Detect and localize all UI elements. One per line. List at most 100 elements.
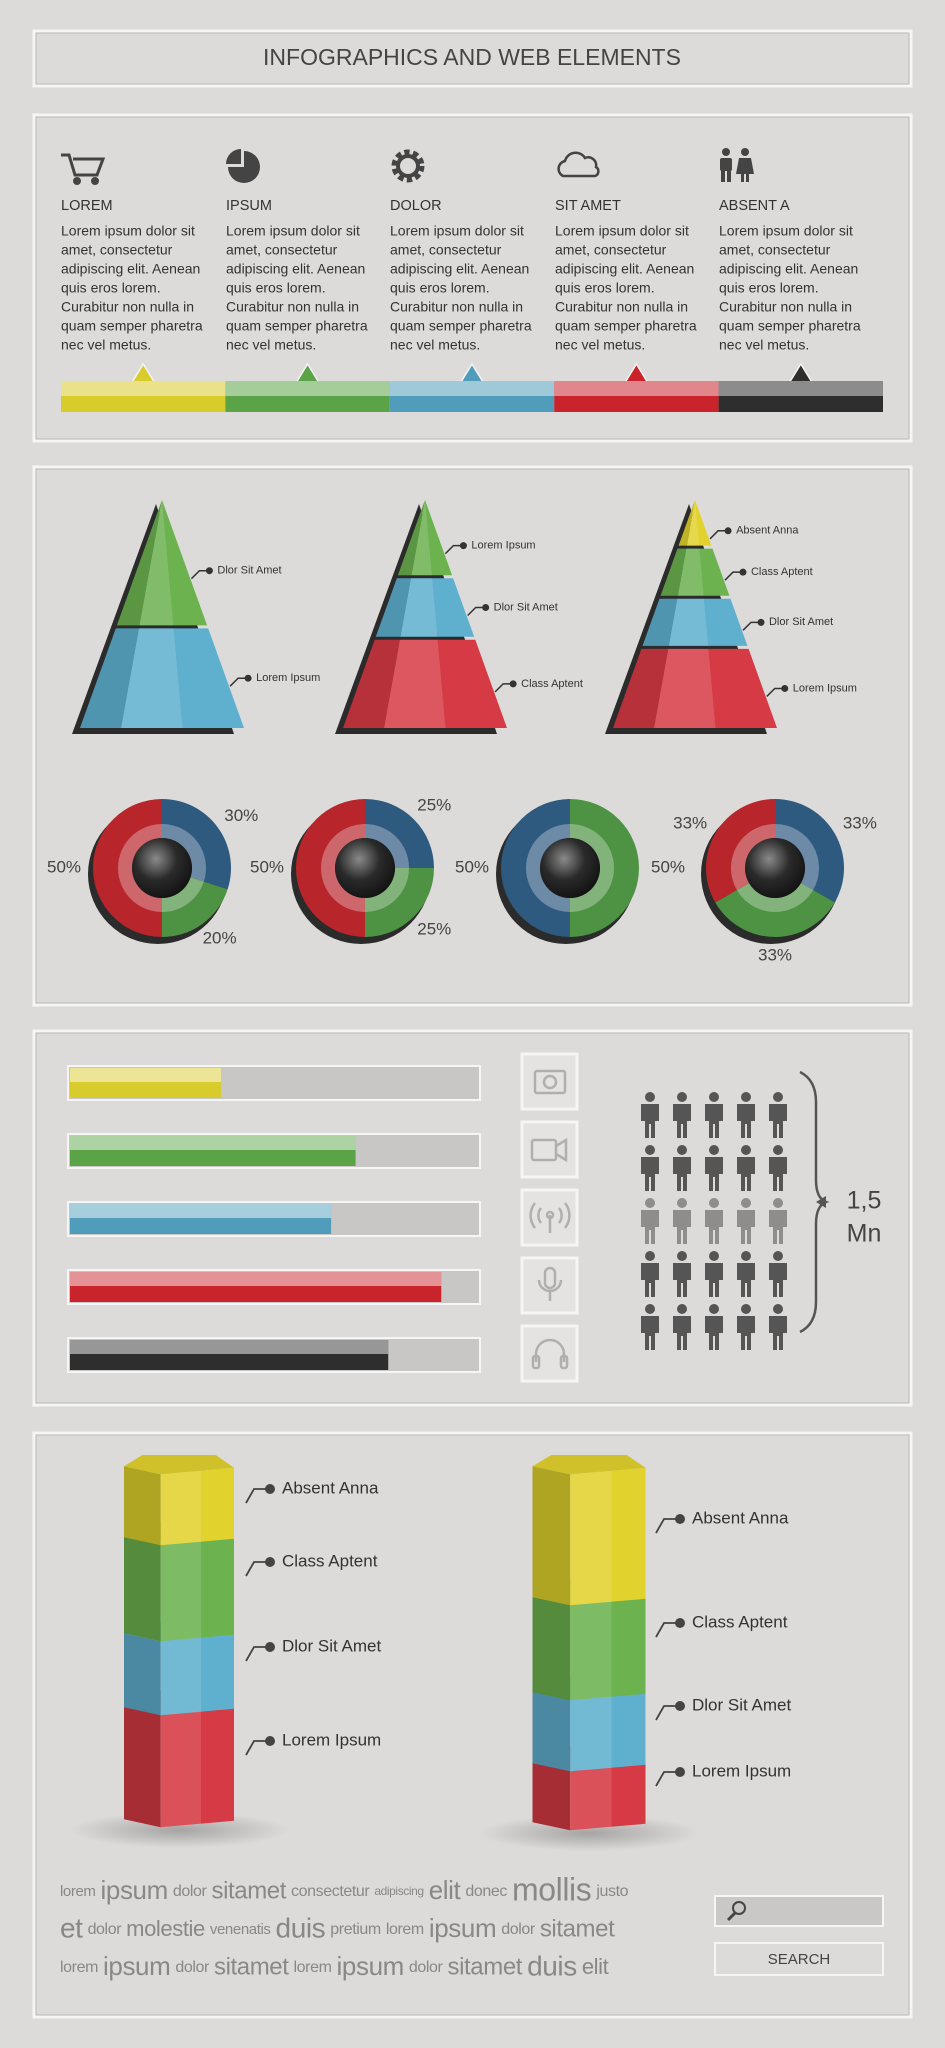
leader-dot bbox=[244, 674, 252, 682]
panels-part bbox=[35, 116, 910, 440]
donut-segment-glow bbox=[365, 824, 409, 868]
person-body bbox=[737, 1316, 755, 1350]
person-body bbox=[641, 1104, 659, 1138]
person-body bbox=[769, 1316, 787, 1350]
donut-segment-glow bbox=[731, 824, 775, 890]
person-head bbox=[645, 1304, 655, 1314]
leader-dot bbox=[675, 1767, 685, 1777]
pyramid-side bbox=[613, 648, 669, 728]
person-head bbox=[677, 1198, 687, 1208]
icon-boxes-part bbox=[542, 1074, 558, 1090]
column-front-highlight bbox=[160, 1638, 201, 1716]
feature-text: quis eros lorem. bbox=[61, 280, 161, 296]
search-box-part[interactable] bbox=[714, 1895, 884, 1927]
column-top-shade bbox=[532, 1455, 646, 1475]
column-label: Dlor Sit Amet bbox=[282, 1636, 381, 1655]
person-head bbox=[773, 1251, 783, 1261]
pyramid-side bbox=[660, 548, 687, 596]
pyramid-face bbox=[654, 648, 777, 728]
feature-text: quam semper pharetra bbox=[390, 318, 532, 334]
feature-text: Lorem ipsum dolor sit bbox=[719, 223, 853, 239]
leader-dot bbox=[205, 567, 213, 575]
search-box-part[interactable] bbox=[726, 1911, 737, 1922]
icon-boxes-part bbox=[520, 1324, 579, 1383]
column-front-face bbox=[570, 1689, 646, 1772]
feature-text: adipiscing elit. Aenean bbox=[390, 261, 529, 277]
donut-segment-glow bbox=[118, 824, 162, 912]
color-bar-highlight bbox=[718, 381, 883, 396]
column-label: Absent Anna bbox=[692, 1508, 789, 1527]
icon-people-part bbox=[741, 148, 749, 156]
person-head bbox=[773, 1304, 783, 1314]
icon-people-part bbox=[736, 158, 754, 174]
person-head bbox=[741, 1198, 751, 1208]
pyramid-label: Lorem Ipsum bbox=[471, 540, 535, 552]
pyramid-face bbox=[121, 628, 244, 728]
leader-line bbox=[245, 1646, 266, 1662]
leader-line bbox=[742, 621, 759, 631]
feature-text: quis eros lorem. bbox=[719, 280, 819, 296]
leader-line bbox=[724, 571, 741, 581]
pyramid-face-highlight bbox=[400, 578, 438, 637]
person-head bbox=[709, 1304, 719, 1314]
donut-center bbox=[132, 838, 192, 898]
feature-text: nec vel metus. bbox=[555, 337, 645, 353]
column-left-shade bbox=[532, 1688, 571, 1772]
progress-bar-highlight bbox=[70, 1340, 389, 1354]
person-head bbox=[773, 1145, 783, 1155]
pyramid-face-highlight bbox=[384, 639, 446, 728]
icon-pie-part bbox=[226, 149, 241, 164]
person-head bbox=[741, 1304, 751, 1314]
icon-boxes-part bbox=[530, 1138, 558, 1162]
person-head bbox=[709, 1092, 719, 1102]
person-body bbox=[769, 1157, 787, 1191]
icon-people-part bbox=[722, 148, 730, 156]
panels-part bbox=[35, 468, 910, 1004]
search-box[interactable] bbox=[714, 1895, 884, 1927]
people-total: 1,5 bbox=[847, 1187, 882, 1215]
donut-segment-highlight bbox=[118, 824, 162, 912]
tag-word: venenatis bbox=[210, 1921, 271, 1938]
pyramid-side-shade bbox=[397, 500, 425, 576]
icon-pie-part bbox=[228, 151, 260, 183]
search-box-part[interactable] bbox=[732, 1901, 746, 1915]
leader-line bbox=[190, 569, 208, 580]
tag-word: dolor bbox=[173, 1883, 208, 1900]
search-button-label[interactable]: SEARCH bbox=[768, 1951, 831, 1968]
leader-dot bbox=[675, 1514, 685, 1524]
column-top-shade bbox=[124, 1455, 234, 1475]
column-label: Class Aptent bbox=[692, 1612, 788, 1631]
person-head bbox=[709, 1251, 719, 1261]
person-body bbox=[737, 1263, 755, 1297]
person-body bbox=[737, 1157, 755, 1191]
panels-part bbox=[32, 29, 913, 88]
donut-value-label: 50% bbox=[250, 857, 284, 876]
people-total: Mn bbox=[847, 1220, 882, 1248]
icon-cart-part bbox=[73, 177, 81, 185]
tag-word: donec bbox=[465, 1883, 507, 1900]
person-body bbox=[641, 1316, 659, 1350]
feature-text: adipiscing elit. Aenean bbox=[61, 261, 200, 277]
color-bar-highlight bbox=[389, 381, 555, 396]
tag-word: lorem bbox=[386, 1921, 424, 1938]
feature-text: Lorem ipsum dolor sit bbox=[390, 223, 524, 239]
icon-boxes-part bbox=[537, 1279, 563, 1301]
icon-boxes-part bbox=[529, 1202, 571, 1233]
feature-text: nec vel metus. bbox=[226, 337, 316, 353]
person-body bbox=[641, 1157, 659, 1191]
column-top-face bbox=[532, 1455, 646, 1475]
search-button[interactable] bbox=[714, 1942, 884, 1976]
column-left-face bbox=[532, 1466, 571, 1606]
donut-value-label: 50% bbox=[651, 857, 685, 876]
column-front-face bbox=[570, 1467, 646, 1606]
pyramid-face bbox=[677, 548, 730, 596]
color-bar bbox=[718, 381, 883, 412]
pyramid-face bbox=[384, 639, 507, 728]
donut-segment-highlight bbox=[162, 824, 206, 882]
donut-segment bbox=[162, 799, 232, 890]
feature-text: quis eros lorem. bbox=[226, 280, 326, 296]
icon-gear-part bbox=[396, 154, 420, 178]
leader-dot bbox=[265, 1557, 275, 1567]
icon-people-part bbox=[720, 158, 732, 171]
